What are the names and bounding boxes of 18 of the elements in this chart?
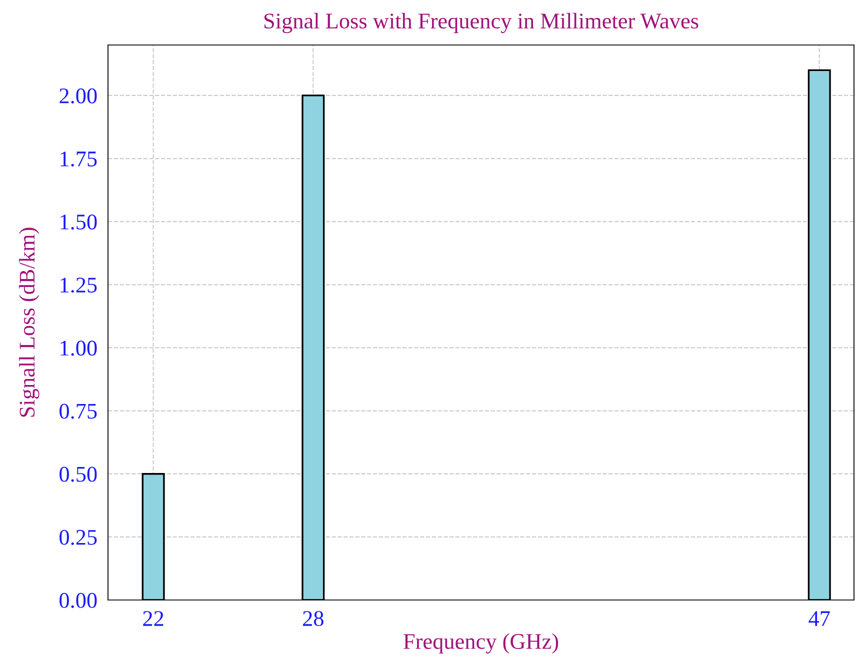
y-tick-label: 1.75 (60, 152, 97, 167)
y-tick-label: 1.50 (60, 214, 97, 230)
y-tick-label: 0.75 (60, 404, 97, 419)
y-tick-label: 1.25 (60, 278, 97, 293)
x-axis-title: Frequency (GHz) (404, 633, 558, 654)
x-tick-label: 47 (808, 611, 830, 626)
chart-title: Signal Loss with Frequency in Millimeter Waves (264, 12, 698, 34)
y-tick-label: 0.00 (60, 592, 97, 608)
x-tick-label: 22 (143, 611, 164, 626)
y-tick-label: 2.00 (60, 88, 97, 104)
bar (142, 473, 165, 600)
bar (808, 69, 831, 600)
bar (302, 94, 325, 600)
y-tick-label: 1.00 (60, 340, 97, 356)
y-axis-title: Signall Loss (dB/km) (19, 228, 40, 417)
x-tick-label: 28 (303, 611, 324, 626)
y-tick-label: 0.25 (60, 530, 97, 545)
y-tick-label: 0.50 (60, 466, 97, 482)
